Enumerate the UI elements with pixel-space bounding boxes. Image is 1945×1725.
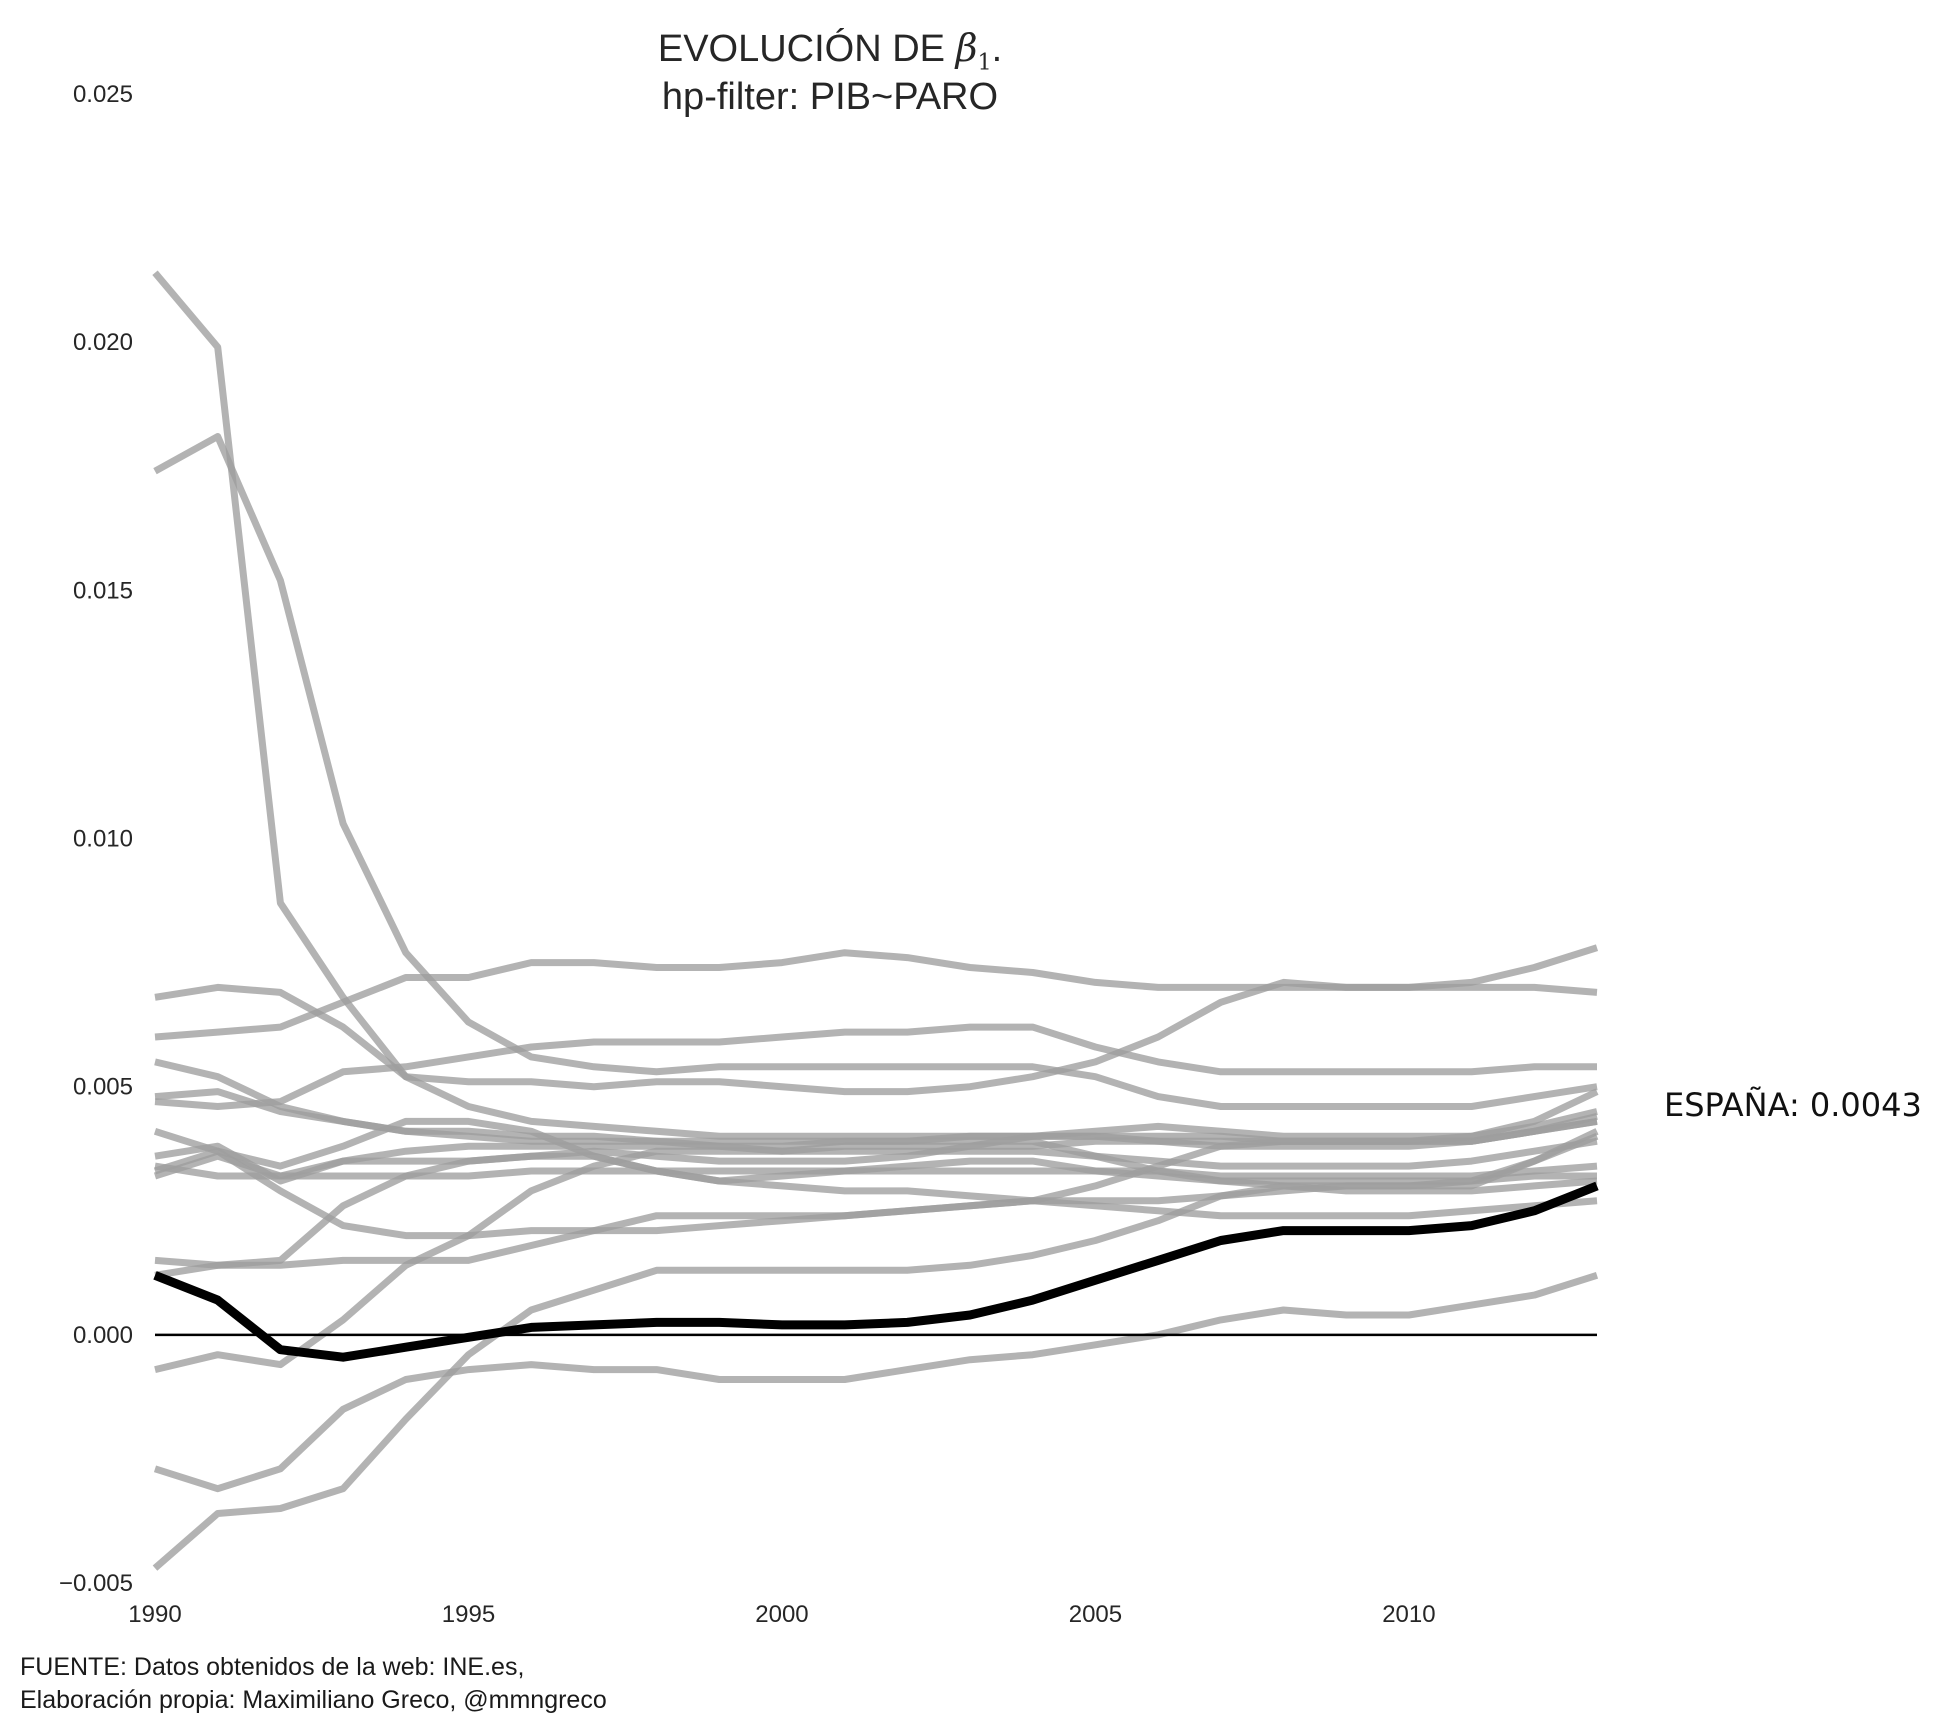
chart-footer: FUENTE: Datos obtenidos de la web: INE.e…	[20, 1651, 607, 1717]
y-tick-label: 0.025	[73, 81, 133, 108]
series-line-espana	[153, 1181, 1599, 1362]
series-line-13	[154, 1197, 1598, 1269]
series-line-1	[152, 270, 1598, 1150]
y-tick-label: −0.005	[59, 1570, 133, 1597]
series-line-12	[153, 1137, 1597, 1185]
series-line-16	[153, 1271, 1599, 1493]
series-line-15	[154, 1088, 1599, 1374]
series-line-4	[154, 949, 1598, 1041]
x-axis-ticks: 1990 1995 2000 2005 2010	[128, 1601, 1435, 1628]
series-line-6	[154, 1088, 1598, 1170]
y-tick-label: 0.005	[73, 1074, 133, 1101]
series-line-17	[152, 1133, 1599, 1571]
x-tick-label: 1990	[128, 1601, 181, 1628]
y-tick-label: 0.020	[73, 329, 133, 356]
series-line-14	[154, 1152, 1598, 1279]
series-lines	[152, 270, 1599, 1571]
y-axis-ticks: −0.005 0.000 0.005 0.010 0.015 0.020 0.025	[59, 81, 133, 1597]
x-tick-label: 1995	[442, 1601, 495, 1628]
highlight-line-group	[153, 1181, 1599, 1362]
series-line-9	[154, 1108, 1598, 1185]
series-line-2	[153, 433, 1598, 1110]
y-tick-label: 0.000	[73, 1322, 133, 1349]
y-tick-label: 0.010	[73, 826, 133, 853]
footer-source: FUENTE: Datos obtenidos de la web: INE.e…	[20, 1653, 525, 1681]
chart-title: EVOLUCIÓN DE β1.	[620, 26, 1040, 76]
series-line-7	[154, 1023, 1597, 1110]
chart-subtitle: hp-filter: PIB~PARO	[661, 76, 999, 118]
beta-symbol: β1	[955, 26, 992, 76]
chart-title-prefix: EVOLUCIÓN DE	[657, 28, 956, 70]
chart-title-suffix: .	[991, 28, 1003, 70]
y-tick-label: 0.015	[73, 577, 133, 604]
x-tick-label: 2010	[1382, 1601, 1435, 1628]
x-tick-label: 2005	[1069, 1601, 1122, 1628]
espana-annotation: ESPAÑA: 0.0043	[1664, 1086, 1922, 1124]
footer-credit: Elaboración propia: Maximiliano Greco, @…	[20, 1686, 607, 1714]
x-tick-label: 2000	[755, 1601, 808, 1628]
